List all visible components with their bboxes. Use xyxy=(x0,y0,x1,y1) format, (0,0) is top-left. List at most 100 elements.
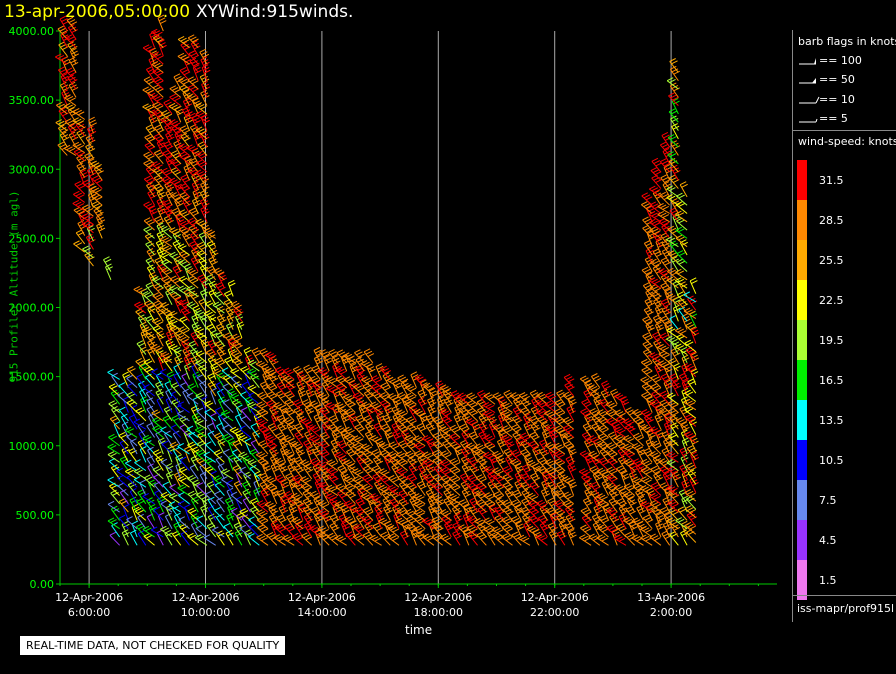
barb-staff xyxy=(152,295,164,306)
wind-barb xyxy=(152,449,164,463)
barb-flag xyxy=(325,484,333,489)
barb-flag xyxy=(145,360,153,365)
barb-flag xyxy=(300,393,307,398)
barb-flag xyxy=(181,127,189,132)
barb-flag xyxy=(333,518,340,523)
barb-flag xyxy=(200,504,207,509)
barb-staff xyxy=(190,350,199,364)
wind-barb xyxy=(235,495,243,513)
barb-flag xyxy=(152,449,160,454)
barb-staff xyxy=(121,524,129,538)
barb-flag xyxy=(226,358,233,363)
barb-flag xyxy=(192,258,199,263)
barb-flag xyxy=(321,433,329,438)
barb-staff xyxy=(195,353,208,364)
barb-flag xyxy=(195,126,203,131)
barb-flag xyxy=(180,381,187,386)
barb-staff xyxy=(152,428,164,438)
barb-staff xyxy=(145,285,155,297)
barb-flag xyxy=(146,78,153,83)
wind-barb xyxy=(230,375,243,389)
barb-staff xyxy=(182,200,190,214)
barb-staff xyxy=(206,268,217,281)
barb-flag xyxy=(76,129,84,134)
barb-staff xyxy=(126,378,138,389)
wind-barb xyxy=(134,301,147,314)
wind-barb xyxy=(335,483,347,496)
barb-flag xyxy=(95,164,102,168)
barb-flag xyxy=(72,141,80,146)
barb-flag xyxy=(130,488,137,493)
barb-staff xyxy=(142,528,155,538)
barb-flag xyxy=(153,162,161,167)
barb-flag xyxy=(160,458,168,463)
wind-barb xyxy=(180,456,190,471)
barb-flag xyxy=(196,241,204,246)
barb-flag xyxy=(197,332,204,337)
barb-staff xyxy=(248,395,260,405)
wind-barb xyxy=(143,292,155,306)
barb-flag xyxy=(260,363,268,368)
barb-staff xyxy=(181,342,190,355)
wind-barb xyxy=(195,392,208,405)
barb-staff xyxy=(63,105,77,115)
barb-staff xyxy=(173,375,182,388)
barb-flag xyxy=(275,432,282,437)
barb-flag xyxy=(66,146,73,151)
barb-flag xyxy=(268,393,275,398)
barb-flag xyxy=(191,313,198,318)
barb-staff xyxy=(156,333,164,347)
barb-flag xyxy=(145,281,153,286)
barb-flag xyxy=(152,425,159,429)
barb-flag xyxy=(168,177,176,182)
barb-staff xyxy=(66,19,77,32)
wind-barb xyxy=(214,291,225,306)
barb-flag xyxy=(259,393,266,398)
wind-barb xyxy=(180,381,190,397)
barb-staff xyxy=(194,172,208,181)
barb-flag xyxy=(264,501,272,506)
barb-flag xyxy=(163,356,170,361)
wind-barb xyxy=(154,124,165,140)
barb-flag xyxy=(337,453,344,458)
barb-flag xyxy=(200,222,207,226)
barb-flag xyxy=(180,245,187,250)
barb-staff xyxy=(168,322,182,331)
barb-flag xyxy=(61,89,69,94)
barb-flag xyxy=(154,418,161,423)
wind-barb xyxy=(143,474,155,488)
barb-flag xyxy=(204,300,212,305)
barb-staff xyxy=(107,446,120,455)
barb-flag xyxy=(96,179,103,184)
barb-staff xyxy=(152,279,164,289)
barb-staff xyxy=(178,154,190,165)
barb-flag xyxy=(199,434,206,438)
barb-flag xyxy=(251,347,259,352)
barb-flag xyxy=(147,89,155,94)
wind-barb xyxy=(196,515,208,530)
barb-staff xyxy=(284,526,295,538)
barb-flag xyxy=(173,210,180,215)
wind-barb xyxy=(209,247,219,264)
barb-staff xyxy=(139,482,147,496)
wind-barb xyxy=(168,319,182,331)
wind-barb xyxy=(148,114,158,131)
barb-flag xyxy=(171,120,178,125)
barb-flag xyxy=(195,534,202,539)
barb-staff xyxy=(208,283,217,297)
barb-staff xyxy=(67,110,77,123)
barb-flag xyxy=(188,207,196,212)
x-tick-date: 13-Apr-2006 xyxy=(637,591,705,604)
barb-flag xyxy=(107,517,115,522)
barb-staff xyxy=(153,476,164,488)
barb-flag xyxy=(157,350,164,354)
barb-staff xyxy=(171,385,182,397)
barb-flag xyxy=(223,448,230,453)
barb-flag xyxy=(111,505,118,510)
barb-flag xyxy=(156,383,164,388)
barb-flag xyxy=(129,496,137,501)
barb-flag xyxy=(71,136,79,141)
barb-flag xyxy=(331,379,338,384)
barb-flag xyxy=(259,501,266,506)
barb-flag xyxy=(235,354,242,359)
